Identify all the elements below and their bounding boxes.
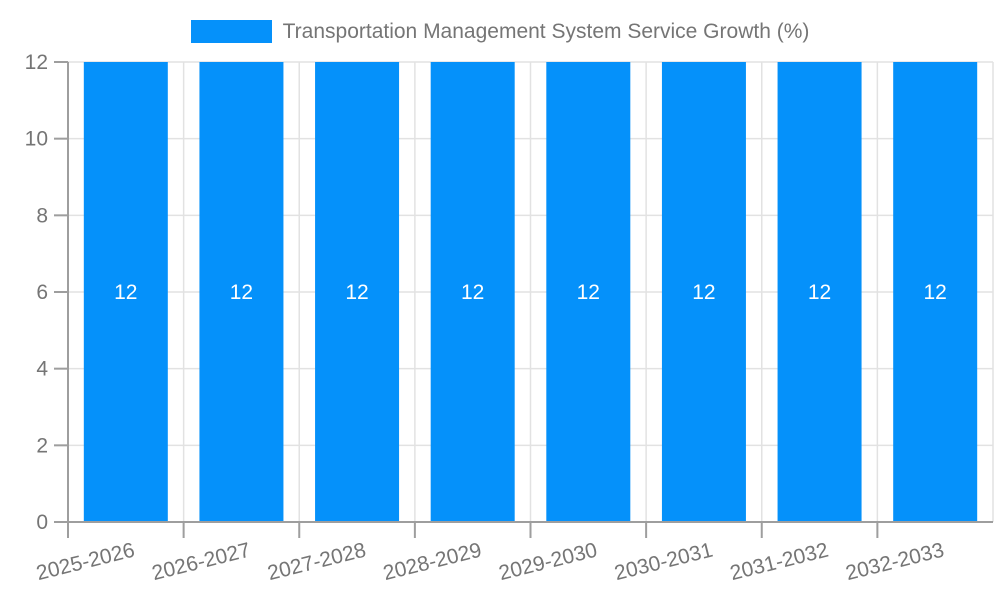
bar — [430, 62, 515, 522]
bar-value-label: 12 — [345, 281, 368, 304]
bar-value-label: 12 — [461, 281, 484, 304]
legend-label: Transportation Management System Service… — [282, 19, 810, 43]
bar — [315, 62, 400, 522]
y-tick-label: 6 — [36, 281, 48, 304]
x-tick-label: 2027-2028 — [265, 539, 368, 586]
bar-value-label: 12 — [114, 281, 137, 304]
x-tick-label: 2026-2027 — [150, 539, 253, 586]
bar-value-label: 12 — [808, 281, 831, 304]
y-tick-label: 12 — [25, 51, 48, 74]
y-tick-label: 10 — [25, 128, 48, 151]
chart-legend: Transportation Management System Service… — [0, 20, 1000, 43]
x-tick-label: 2032-2033 — [843, 539, 946, 586]
x-tick-label: 2025-2026 — [34, 539, 137, 586]
y-tick-label: 0 — [36, 511, 48, 534]
x-tick-label: 2029-2030 — [497, 539, 600, 586]
bar-value-label: 12 — [692, 281, 715, 304]
bar — [83, 62, 168, 522]
y-tick-label: 2 — [36, 434, 48, 457]
bar — [199, 62, 284, 522]
bar-value-label: 12 — [577, 281, 600, 304]
legend-swatch — [190, 20, 272, 43]
x-tick-label: 2031-2032 — [728, 539, 831, 586]
x-tick-label: 2030-2031 — [612, 539, 715, 586]
x-tick-label: 2028-2029 — [381, 539, 484, 586]
bar-value-label: 12 — [924, 281, 947, 304]
bar — [893, 62, 978, 522]
bar — [546, 62, 631, 522]
bar — [661, 62, 746, 522]
y-tick-label: 8 — [36, 204, 48, 227]
bar — [777, 62, 862, 522]
y-tick-label: 4 — [36, 358, 48, 381]
bar-value-label: 12 — [230, 281, 253, 304]
